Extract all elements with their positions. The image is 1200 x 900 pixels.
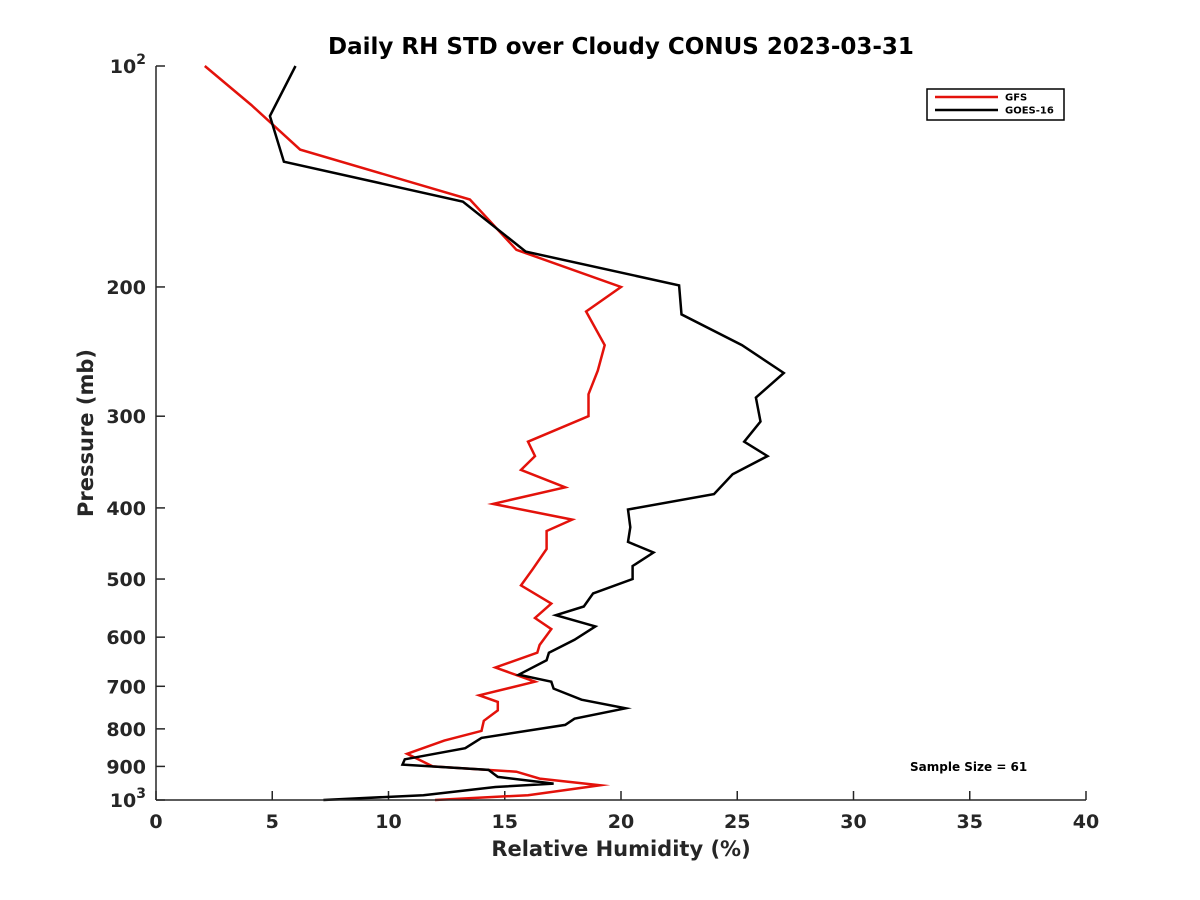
x-tick-label: 20 — [608, 811, 634, 833]
y-tick-label: 300 — [106, 406, 146, 428]
x-axis-label: Relative Humidity (%) — [491, 837, 750, 861]
x-tick-label: 15 — [492, 811, 518, 833]
legend: GFS GOES-16 — [926, 88, 1065, 121]
chart-title: Daily RH STD over Cloudy CONUS 2023-03-3… — [328, 34, 914, 60]
legend-label-goes16: GOES-16 — [1005, 106, 1054, 117]
series-line-goes16 — [268, 65, 786, 802]
x-tick-label: 40 — [1073, 811, 1099, 833]
y-axis-label: Pressure (mb) — [74, 349, 98, 517]
x-tick-label: 35 — [957, 811, 983, 833]
x-tick-label: 30 — [840, 811, 866, 833]
y-tick-label: 500 — [106, 569, 146, 591]
y-tick-label: 400 — [106, 498, 146, 520]
y-tick-label: 900 — [106, 756, 146, 778]
plot-lines — [203, 65, 786, 802]
x-tick-label: 5 — [266, 811, 279, 833]
y-tick-label: 200 — [106, 277, 146, 299]
legend-box — [926, 88, 1065, 121]
x-tick-label: 25 — [724, 811, 750, 833]
x-axis-ticks: 0 5 10 15 20 25 30 35 40 — [149, 791, 1099, 833]
sample-size-annotation: Sample Size = 61 — [910, 760, 1027, 774]
y-tick-label: 700 — [106, 676, 146, 698]
x-tick-label: 10 — [375, 811, 401, 833]
series-line-gfs — [203, 65, 624, 802]
legend-label-gfs: GFS — [1005, 93, 1027, 104]
y-tick-label: 800 — [106, 719, 146, 741]
x-tick-label: 0 — [149, 811, 162, 833]
y-tick-label: 600 — [106, 627, 146, 649]
